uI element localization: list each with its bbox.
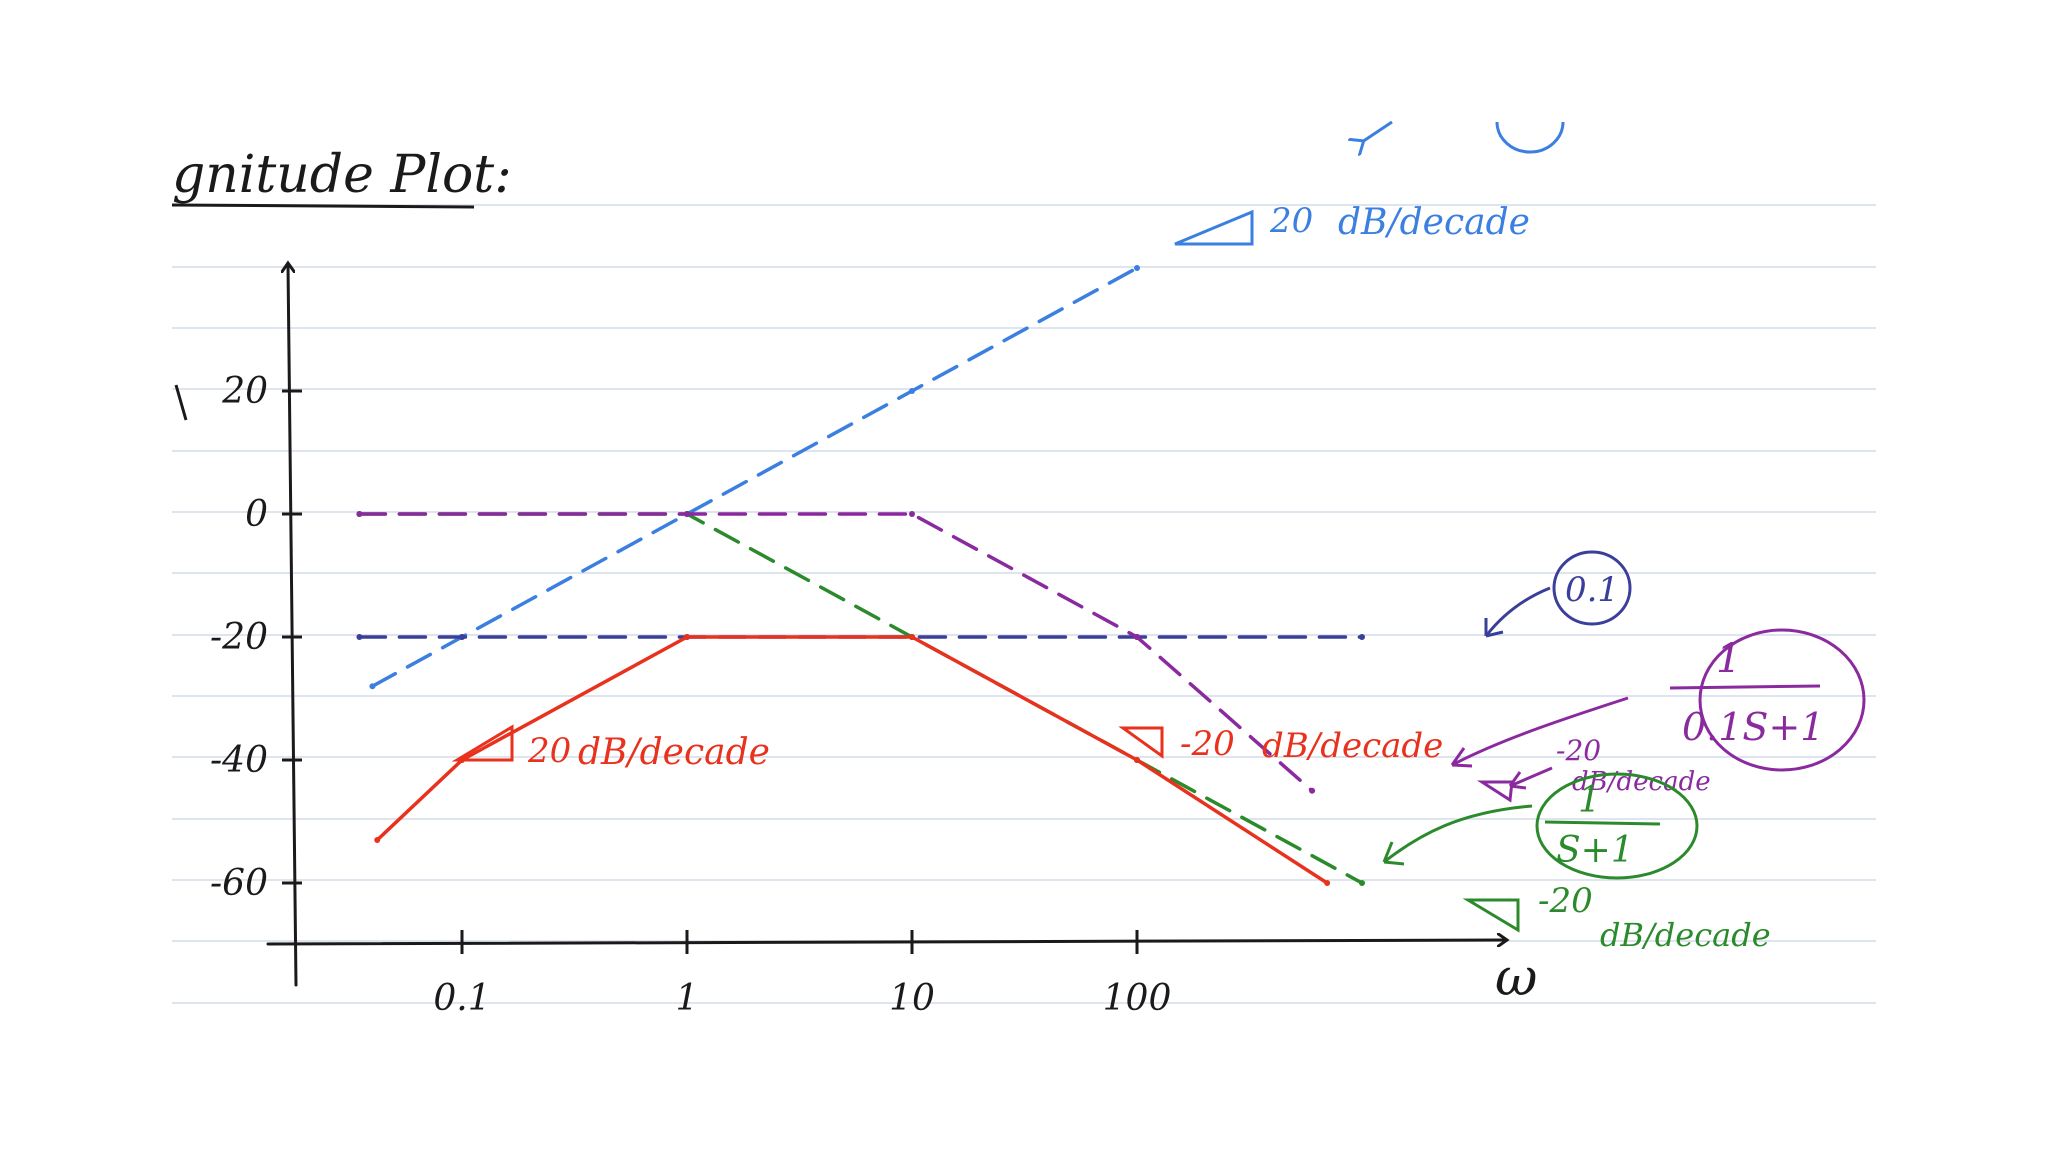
purple-tf-numerator: 1	[1716, 636, 1741, 682]
red-slope-triangle-rising	[451, 724, 514, 762]
purple-tf-fraction-bar	[1669, 684, 1821, 690]
x-axis-label: ω	[1495, 948, 1537, 1008]
series-point	[1134, 757, 1140, 763]
blue-slope-number: 20	[1269, 201, 1313, 241]
series-point	[369, 683, 376, 690]
blue-circled-label	[1495, 121, 1565, 154]
blue-continuation-arrow	[1362, 120, 1393, 142]
series-point	[374, 836, 381, 843]
blue-asymptote-line	[370, 266, 1139, 688]
x-tick-label: 10	[889, 978, 935, 1019]
series-point	[1359, 880, 1365, 886]
purple-pole-line	[357, 512, 1314, 793]
indigo-pointer-arrow	[1484, 586, 1551, 638]
x-tick-label: 100	[1103, 978, 1172, 1019]
green-tf-denominator: S+1	[1556, 830, 1634, 871]
indigo-gain-label: 0.1	[1565, 570, 1619, 610]
blue-slope-label: 20 dB/decade	[1269, 201, 1530, 243]
x-tick-label: 1	[676, 978, 699, 1019]
red-slope-triangle-falling	[1118, 726, 1164, 759]
title-underline	[171, 203, 475, 209]
green-pointer-arrow	[1382, 804, 1533, 866]
purple-slope-label: -20 dB/decade	[1556, 734, 1711, 797]
series-point	[356, 511, 363, 517]
red-slope-unit-rising: dB/decade	[578, 732, 770, 773]
red-slope-unit-falling: dB/decade	[1262, 726, 1443, 766]
red-slope-number-falling: -20	[1180, 724, 1235, 764]
green-tf-fraction-bar	[1544, 820, 1661, 826]
purple-slope-triangle	[1476, 780, 1514, 803]
y-tick-label: -20	[210, 617, 268, 658]
series-point	[1134, 265, 1140, 271]
plot-title: gnitude Plot:	[172, 145, 512, 205]
x-tick-label: 0.1	[433, 978, 490, 1019]
series-point	[356, 634, 363, 640]
series-point	[1309, 787, 1316, 794]
y-tick-label: -60	[210, 863, 268, 904]
axis-ticks: 0.1 1 10 100 20 0 -20 -40 -60	[210, 371, 1171, 1019]
blue-slope-unit: dB/decade	[1338, 202, 1530, 243]
series-point	[459, 634, 465, 640]
series-point	[1359, 634, 1365, 640]
y-axis	[288, 265, 298, 987]
ruled-lines	[172, 204, 1876, 1004]
green-pole-line	[357, 512, 1364, 885]
series-point	[1324, 880, 1331, 886]
series-point	[1134, 634, 1140, 640]
green-slope-label: -20 dB/decade	[1538, 881, 1771, 954]
red-total-line	[375, 635, 1329, 885]
purple-tf-denominator: 0.1S+1	[1682, 705, 1824, 749]
green-tf-circle	[1535, 772, 1699, 880]
series-layer	[356, 265, 1365, 886]
y-tick-label: 20	[221, 371, 268, 412]
y-tick-label: 0	[245, 494, 268, 535]
purple-slope-unit: dB/decade	[1572, 767, 1711, 797]
red-slope-number-rising: 20	[527, 731, 571, 771]
series-point	[909, 388, 915, 394]
purple-pointer-arrow	[1450, 696, 1629, 768]
y-tick-label: -40	[210, 740, 268, 781]
series-point	[909, 511, 915, 517]
green-slope-number: -20	[1538, 881, 1593, 921]
purple-tf-circle	[1698, 628, 1866, 772]
series-point	[909, 634, 915, 640]
indigo-gain-circle	[1552, 550, 1632, 626]
margin-stroke	[174, 384, 188, 421]
green-slope-unit: dB/decade	[1600, 916, 1771, 954]
purple-pointer-arrow-2	[1508, 766, 1553, 790]
green-slope-triangle	[1462, 898, 1520, 933]
red-slope-label-falling: -20 dB/decade	[1180, 724, 1443, 766]
series-point	[684, 511, 690, 517]
green-tf-numerator: 1	[1578, 780, 1601, 821]
x-axis	[266, 940, 1505, 944]
series-point	[684, 634, 690, 640]
red-slope-label-rising: 20 dB/decade	[527, 731, 770, 773]
blue-slope-triangle	[1174, 209, 1254, 246]
purple-slope-number: -20	[1556, 734, 1601, 767]
